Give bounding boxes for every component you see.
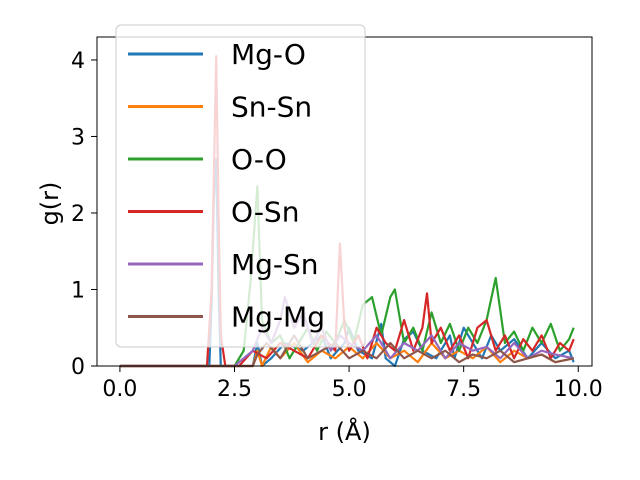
- legend-label: O-O: [231, 143, 287, 176]
- x-tick-label: 10.0: [554, 377, 603, 402]
- x-tick-label: 0.0: [102, 377, 137, 402]
- y-tick-label: 4: [71, 49, 85, 74]
- x-tick-label: 7.5: [446, 377, 481, 402]
- x-tick-label: 5.0: [332, 377, 367, 402]
- y-tick-label: 0: [71, 355, 85, 380]
- y-tick-label: 3: [71, 125, 85, 150]
- legend: Mg-O Sn-Sn O-O O-Sn Mg-Sn Mg-Mg: [115, 24, 366, 348]
- x-axis-label: r (Å): [318, 417, 371, 446]
- y-tick-label: 1: [71, 278, 85, 303]
- y-axis-ticks: 0 1 2 3 4: [71, 49, 97, 380]
- x-axis-ticks: 0.0 2.5 5.0 7.5 10.0: [102, 366, 603, 402]
- legend-label: Sn-Sn: [231, 91, 312, 124]
- legend-label: Mg-Mg: [231, 301, 325, 334]
- legend-label: Mg-Sn: [231, 248, 319, 281]
- legend-label: O-Sn: [231, 196, 299, 229]
- legend-box: [115, 24, 366, 348]
- series-line-mg-mg: [119, 334, 574, 368]
- legend-label: Mg-O: [231, 38, 306, 71]
- y-axis-label: g(r): [36, 182, 64, 226]
- x-tick-label: 2.5: [217, 377, 252, 402]
- y-tick-label: 2: [71, 202, 85, 227]
